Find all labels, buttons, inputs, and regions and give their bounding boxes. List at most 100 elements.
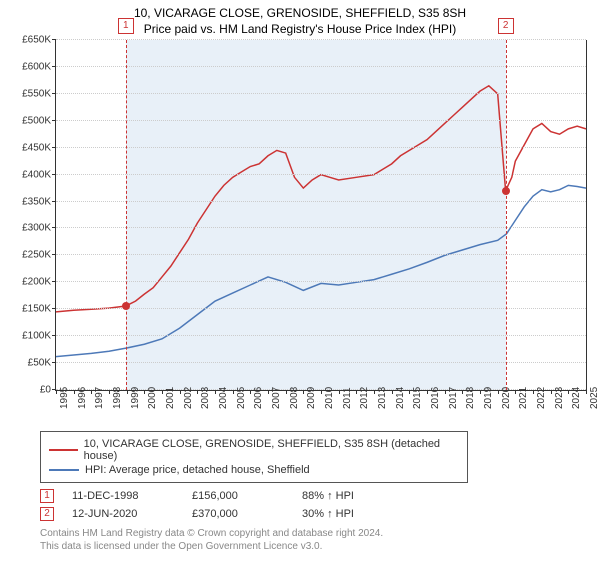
xtick-mark (268, 390, 269, 394)
ytick-mark (52, 201, 56, 202)
transaction-price: £370,000 (192, 508, 302, 520)
marker-point (122, 302, 130, 310)
marker-point (502, 187, 510, 195)
legend-swatch (49, 449, 78, 451)
xtick-label: 2005 (236, 387, 247, 409)
marker-line (126, 40, 127, 390)
transaction-date: 11-DEC-1998 (72, 490, 192, 502)
transaction-delta: 88% ↑ HPI (302, 490, 422, 502)
xtick-label: 2003 (200, 387, 211, 409)
xtick-label: 1995 (59, 387, 70, 409)
xtick-mark (250, 390, 251, 394)
xtick-label: 2000 (147, 387, 158, 409)
ytick-label: £550K (6, 88, 51, 99)
xtick-label: 2006 (253, 387, 264, 409)
ytick-label: £50K (6, 358, 51, 369)
xtick-mark (374, 390, 375, 394)
ytick-label: £150K (6, 304, 51, 315)
ytick-label: £250K (6, 250, 51, 261)
xtick-mark (498, 390, 499, 394)
xtick-mark (551, 390, 552, 394)
ytick-mark (52, 39, 56, 40)
legend-row: 10, VICARAGE CLOSE, GRENOSIDE, SHEFFIELD… (49, 438, 459, 462)
legend-label: HPI: Average price, detached house, Shef… (85, 464, 310, 476)
xtick-mark (215, 390, 216, 394)
ytick-label: £600K (6, 61, 51, 72)
xtick-label: 2012 (359, 387, 370, 409)
ytick-label: £450K (6, 142, 51, 153)
xtick-label: 2011 (342, 387, 353, 409)
xtick-mark (303, 390, 304, 394)
xtick-label: 2004 (218, 387, 229, 409)
xtick-label: 2009 (306, 387, 317, 409)
xtick-mark (409, 390, 410, 394)
ytick-label: £500K (6, 115, 51, 126)
marker-box: 2 (498, 18, 514, 34)
xtick-mark (533, 390, 534, 394)
ytick-mark (52, 174, 56, 175)
xtick-label: 2019 (483, 387, 494, 409)
ytick-label: £300K (6, 223, 51, 234)
xtick-label: 2014 (395, 387, 406, 409)
transaction-row: 1 11-DEC-1998£156,00088% ↑ HPI (40, 489, 600, 503)
legend-label: 10, VICARAGE CLOSE, GRENOSIDE, SHEFFIELD… (84, 438, 459, 462)
legend-row: HPI: Average price, detached house, Shef… (49, 464, 459, 476)
xtick-label: 2016 (430, 387, 441, 409)
xtick-mark (515, 390, 516, 394)
footer-line1: Contains HM Land Registry data © Crown c… (40, 527, 600, 540)
ytick-mark (52, 66, 56, 67)
xtick-mark (197, 390, 198, 394)
transaction-row: 212-JUN-2020£370,00030% ↑ HPI (40, 507, 600, 521)
marker-line (506, 40, 507, 390)
xtick-mark (91, 390, 92, 394)
xtick-mark (392, 390, 393, 394)
xtick-label: 2001 (165, 387, 176, 409)
ytick-label: £350K (6, 196, 51, 207)
xtick-mark (286, 390, 287, 394)
xtick-mark (233, 390, 234, 394)
xtick-label: 2007 (271, 387, 282, 409)
legend-swatch (49, 469, 79, 471)
xtick-label: 2024 (571, 387, 582, 409)
ytick-mark (52, 335, 56, 336)
xtick-label: 2021 (518, 387, 529, 409)
xtick-label: 2010 (324, 387, 335, 409)
xtick-mark (162, 390, 163, 394)
xtick-mark (109, 390, 110, 394)
ytick-label: £400K (6, 169, 51, 180)
xtick-label: 1998 (112, 387, 123, 409)
xtick-label: 1999 (130, 387, 141, 409)
transaction-marker: 2 (40, 507, 54, 521)
ytick-mark (52, 362, 56, 363)
xtick-mark (339, 390, 340, 394)
xtick-mark (568, 390, 569, 394)
xtick-label: 1996 (77, 387, 88, 409)
chart-container: 10, VICARAGE CLOSE, GRENOSIDE, SHEFFIELD… (0, 6, 600, 566)
ytick-label: £0 (6, 385, 51, 396)
xtick-label: 2013 (377, 387, 388, 409)
ytick-label: £200K (6, 277, 51, 288)
xtick-label: 2017 (448, 387, 459, 409)
xtick-label: 1997 (94, 387, 105, 409)
line-chart: £0£50K£100K£150K£200K£250K£300K£350K£400… (55, 40, 587, 391)
xtick-mark (462, 390, 463, 394)
transaction-date: 12-JUN-2020 (72, 508, 192, 520)
ytick-mark (52, 227, 56, 228)
ytick-mark (52, 93, 56, 94)
xtick-label: 2018 (465, 387, 476, 409)
ytick-mark (52, 254, 56, 255)
xtick-mark (445, 390, 446, 394)
xtick-label: 2008 (289, 387, 300, 409)
ytick-label: £650K (6, 35, 51, 46)
xtick-mark (180, 390, 181, 394)
footer-note: Contains HM Land Registry data © Crown c… (40, 527, 600, 553)
transactions-table: 1 11-DEC-1998£156,00088% ↑ HPI 2 12-JUN-202… (40, 489, 600, 521)
footer-line2: This data is licensed under the Open Gov… (40, 540, 600, 553)
transaction-price: £156,000 (192, 490, 302, 502)
xtick-mark (356, 390, 357, 394)
transaction-marker: 1 (40, 489, 54, 503)
ytick-mark (52, 120, 56, 121)
xtick-mark (127, 390, 128, 394)
ytick-mark (52, 281, 56, 282)
xtick-mark (56, 390, 57, 394)
